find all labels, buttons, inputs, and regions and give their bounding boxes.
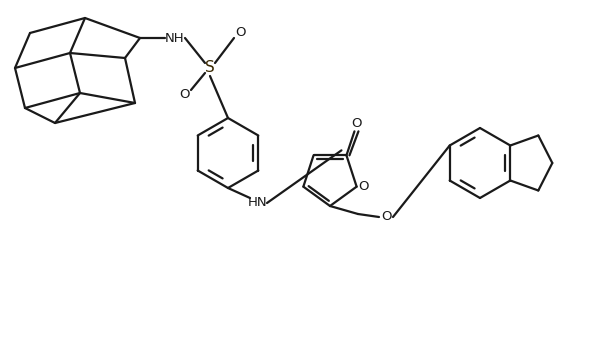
- Text: O: O: [381, 211, 391, 224]
- Text: S: S: [205, 61, 215, 76]
- Text: O: O: [358, 180, 369, 193]
- Text: O: O: [351, 117, 362, 130]
- Text: O: O: [180, 89, 190, 102]
- Text: O: O: [235, 26, 246, 40]
- Text: NH: NH: [165, 32, 185, 45]
- Text: HN: HN: [248, 196, 268, 209]
